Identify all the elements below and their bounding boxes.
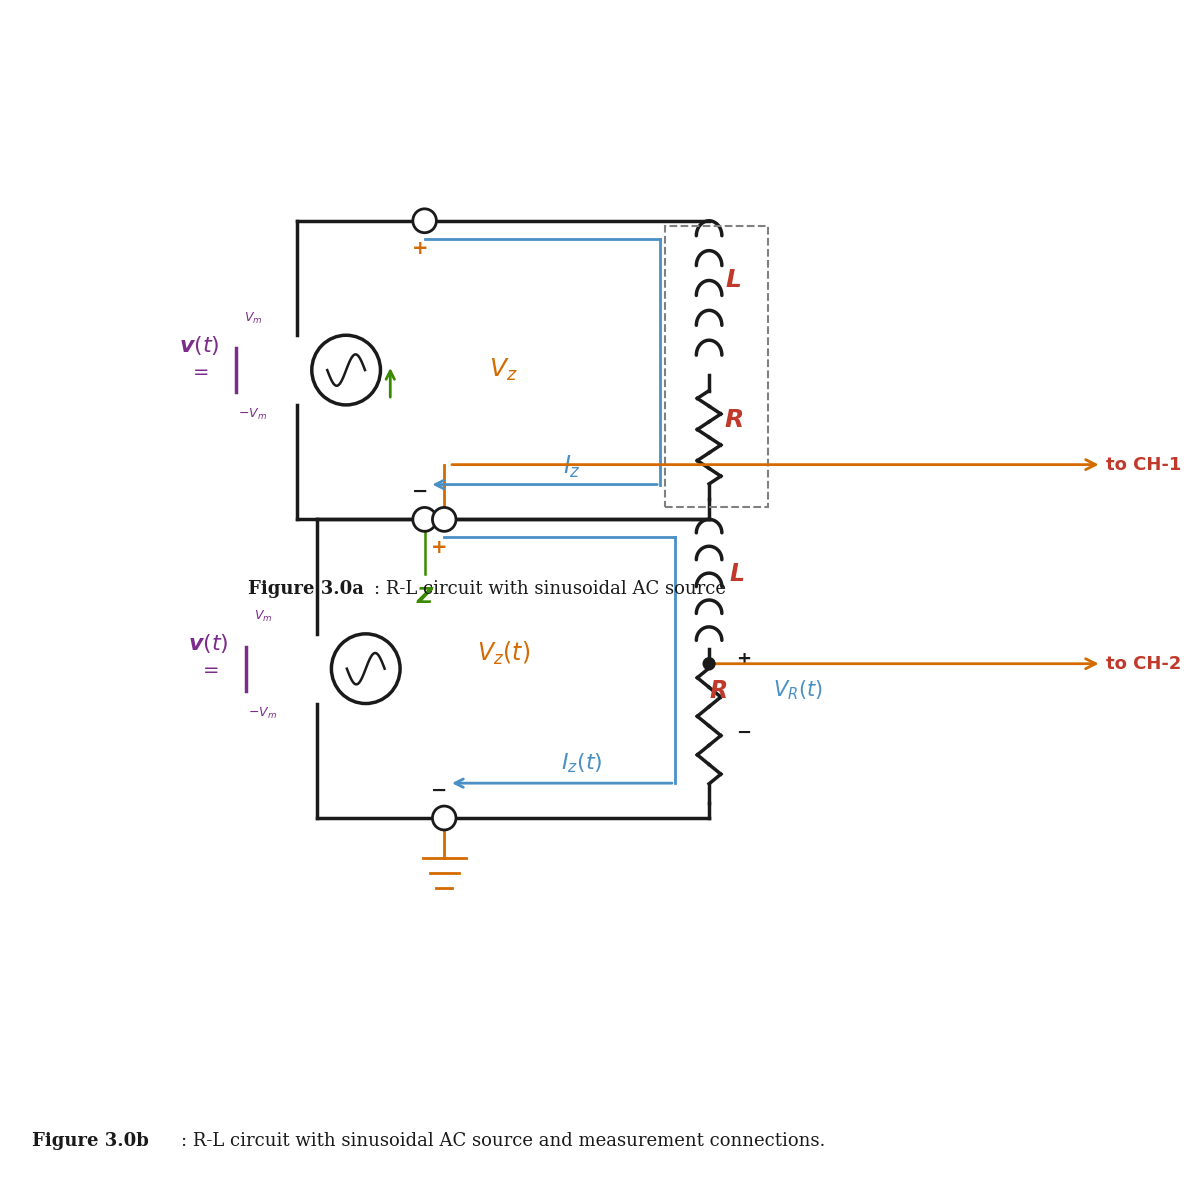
Text: Figure 3.0b: Figure 3.0b <box>32 1133 149 1151</box>
Text: $-V_m$: $-V_m$ <box>248 706 277 721</box>
Text: −: − <box>412 482 428 501</box>
Text: $=$: $=$ <box>199 660 218 678</box>
Text: Z: Z <box>416 588 433 607</box>
Circle shape <box>432 805 456 830</box>
Text: $I_z$: $I_z$ <box>563 454 581 479</box>
Circle shape <box>413 208 437 232</box>
Text: $=$: $=$ <box>188 360 209 379</box>
Text: +: + <box>412 240 428 258</box>
Text: : R-L circuit with sinusoidal AC source: : R-L circuit with sinusoidal AC source <box>373 580 726 598</box>
Text: : R-L circuit with sinusoidal AC source and measurement connections.: : R-L circuit with sinusoidal AC source … <box>181 1133 826 1151</box>
Text: −: − <box>431 780 448 799</box>
Text: $V_m$: $V_m$ <box>244 311 262 326</box>
Text: Figure 3.0a: Figure 3.0a <box>248 580 364 598</box>
Text: $\boldsymbol{v}$$(t)$: $\boldsymbol{v}$$(t)$ <box>188 632 229 655</box>
Text: $V_z(t)$: $V_z(t)$ <box>476 641 529 667</box>
Circle shape <box>703 657 715 669</box>
Text: R: R <box>709 679 728 703</box>
Text: $I_z(t)$: $I_z(t)$ <box>560 751 602 775</box>
Circle shape <box>413 507 437 531</box>
Text: to CH-1: to CH-1 <box>1106 455 1182 473</box>
Text: $V_R(t)$: $V_R(t)$ <box>773 679 822 702</box>
Text: $-V_m$: $-V_m$ <box>239 407 268 423</box>
Text: L: L <box>726 268 742 293</box>
Circle shape <box>432 507 456 531</box>
Text: R: R <box>724 408 743 432</box>
Text: +: + <box>431 538 448 556</box>
Text: to CH-2: to CH-2 <box>1106 655 1182 673</box>
Text: $\boldsymbol{v}$$(t)$: $\boldsymbol{v}$$(t)$ <box>179 334 220 356</box>
Text: +: + <box>736 650 751 668</box>
Text: $V_z$: $V_z$ <box>488 356 517 383</box>
Text: $V_m$: $V_m$ <box>253 609 272 625</box>
Text: L: L <box>730 562 744 586</box>
Text: −: − <box>736 725 751 743</box>
